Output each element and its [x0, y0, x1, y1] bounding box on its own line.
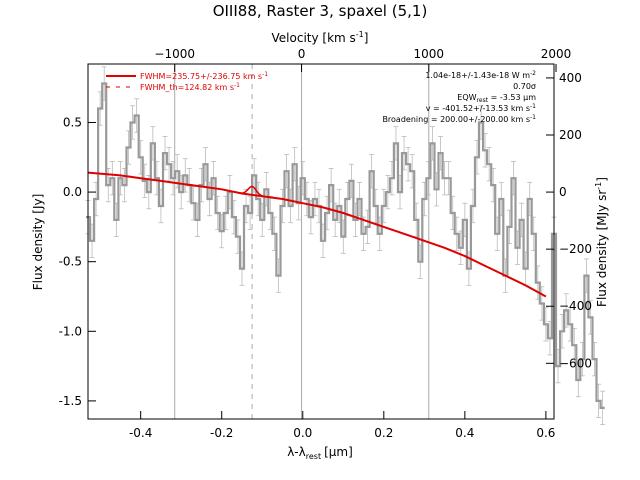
right-axis-label: Flux density [MJy sr-1] [594, 177, 609, 307]
fit-annotations: 1.04e-18+/-1.43e-18 W m-2 0.70σ EQWrest … [382, 70, 536, 124]
bottom-tick-label: 0.2 [374, 426, 393, 440]
annotation-eqw: EQWrest = -3.53 μm [457, 93, 536, 104]
plot-frame [87, 63, 555, 420]
top-tick-label: −1000 [154, 47, 195, 61]
right-tick-label: 0 [559, 185, 567, 199]
bottom-tick-label: 0.4 [455, 426, 474, 440]
left-tick-label: -1.5 [59, 394, 82, 408]
bottom-tick-label: -0.4 [129, 426, 152, 440]
chart-title: OIII88, Raster 3, spaxel (5,1) [213, 2, 428, 20]
bottom-tick-label: 0.6 [536, 426, 555, 440]
left-tick-label: -0.5 [59, 255, 82, 269]
left-axis-label: Flux density [Jy] [31, 194, 45, 291]
legend-entry-fwhm: FWHM=235.75+/-236.75 km s-1 [140, 71, 268, 81]
right-tick-label: −600 [559, 356, 592, 370]
legend-entry-fwhm-th: FWHM_th=124.82 km s-1 [140, 82, 240, 92]
top-tick-label: 1000 [414, 47, 445, 61]
top-tick-label: 0 [298, 47, 306, 61]
fit-line-profile [235, 185, 269, 198]
annotation-velocity: v = -401.52+/-13.53 km s-1 [426, 103, 536, 113]
right-tick-label: −400 [559, 299, 592, 313]
top-tick-label: 2000 [541, 47, 572, 61]
bottom-tick-label: 0.0 [293, 426, 312, 440]
left-tick-label: 0.0 [63, 185, 82, 199]
right-tick-label: 400 [559, 71, 582, 85]
bottom-axis-label: λ-λrest [μm] [287, 445, 353, 461]
annotation-line-flux: 1.04e-18+/-1.43e-18 W m-2 [425, 70, 536, 80]
right-tick-label: −200 [559, 242, 592, 256]
bottom-tick-label: -0.2 [210, 426, 233, 440]
left-tick-label: -1.0 [59, 324, 82, 338]
left-tick-label: 0.5 [63, 115, 82, 129]
spectrum-data-line [86, 82, 605, 409]
fit-continuum-line [87, 171, 547, 298]
right-tick-label: 200 [559, 128, 582, 142]
legend: FWHM=235.75+/-236.75 km s-1 FWHM_th=124.… [106, 71, 268, 92]
top-axis-label: Velocity [km s-1] [272, 30, 369, 45]
annotation-broadening: Broadening = 200.00+/-200.00 km s-1 [382, 114, 536, 124]
annotation-significance: 0.70σ [513, 82, 536, 91]
